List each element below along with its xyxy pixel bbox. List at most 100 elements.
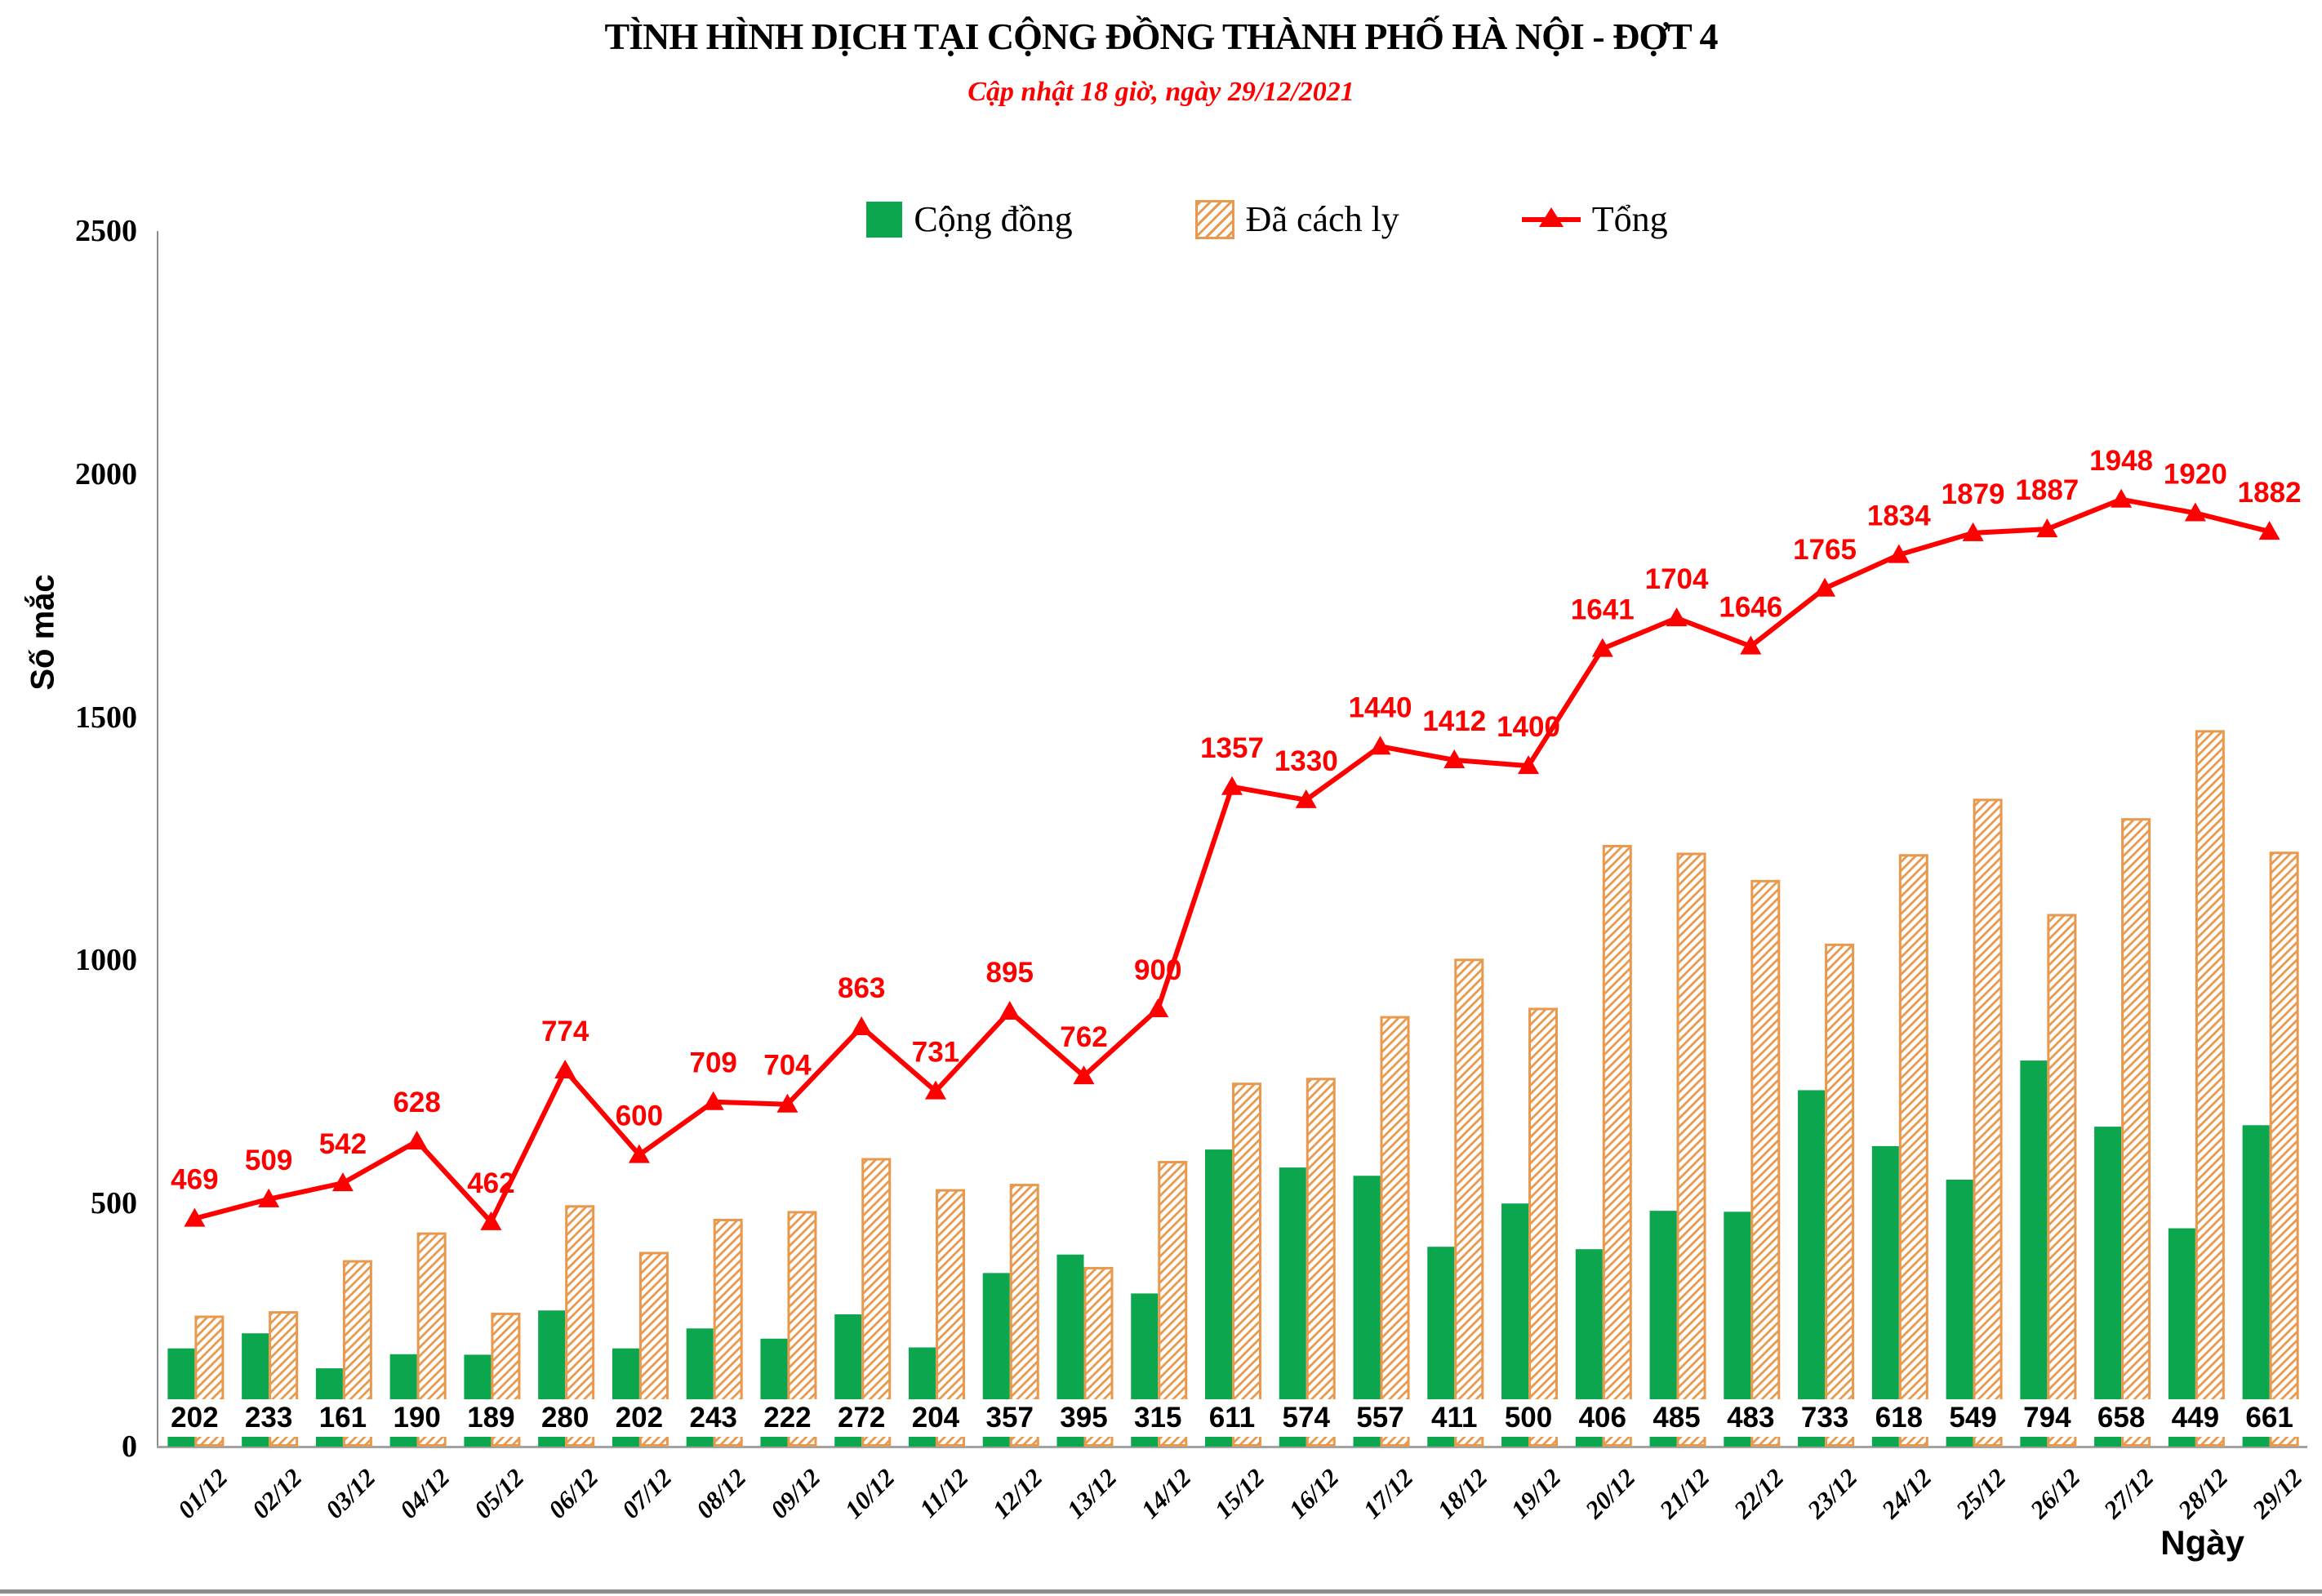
chart-legend: Cộng đồng Đã cách ly Tổng xyxy=(0,198,2322,240)
community-value-label: 395 xyxy=(1060,1402,1107,1434)
x-tick-label: 13/12 xyxy=(1061,1463,1123,1524)
y-axis-line xyxy=(157,231,158,1447)
community-value-box xyxy=(238,1399,299,1437)
community-value-label: 794 xyxy=(2023,1402,2071,1434)
x-tick-label: 25/12 xyxy=(1950,1463,2012,1524)
bar-quarantined xyxy=(2195,730,2225,1447)
community-value-box xyxy=(1572,1399,1633,1437)
community-value-label: 658 xyxy=(2097,1402,2145,1434)
bar-community xyxy=(2094,1127,2122,1447)
total-value-label: 895 xyxy=(986,957,1034,989)
x-tick-label: 29/12 xyxy=(2246,1463,2308,1524)
x-tick-label: 14/12 xyxy=(1135,1463,1196,1524)
community-value-label: 611 xyxy=(1209,1402,1255,1434)
total-marker xyxy=(258,1188,280,1207)
bar-quarantined xyxy=(861,1158,892,1447)
total-marker xyxy=(1295,789,1317,808)
total-marker xyxy=(2184,502,2206,522)
x-tick-label: 07/12 xyxy=(616,1463,678,1524)
community-value-label: 161 xyxy=(319,1402,367,1434)
total-marker xyxy=(480,1211,502,1230)
x-tick-label: 05/12 xyxy=(468,1463,530,1524)
community-value-label: 485 xyxy=(1653,1402,1700,1434)
x-tick-label: 26/12 xyxy=(2024,1463,2086,1524)
y-tick-label: 2500 xyxy=(75,214,137,248)
total-value-label: 900 xyxy=(1134,954,1181,986)
total-marker xyxy=(1666,607,1688,627)
community-value-box xyxy=(683,1399,744,1437)
bar-quarantined xyxy=(1676,852,1706,1447)
community-value-box xyxy=(1276,1399,1337,1437)
bar-community xyxy=(1205,1149,1232,1447)
bar-quarantined xyxy=(1898,854,1928,1447)
community-value-label: 483 xyxy=(1727,1402,1774,1434)
legend-item-da-cach-ly: Đã cách ly xyxy=(1194,198,1399,240)
x-tick-label: 03/12 xyxy=(319,1463,381,1524)
y-axis-title: Số mắc xyxy=(24,574,61,691)
community-value-label: 315 xyxy=(1134,1402,1181,1434)
plot-area: 202 233 161 190 189 280 202 243 222 272 204 357 395 3… xyxy=(164,445,2302,1447)
bar-quarantined xyxy=(1602,844,1632,1447)
total-marker xyxy=(776,1093,798,1113)
green-square-icon xyxy=(866,201,903,238)
total-marker xyxy=(1221,776,1243,795)
total-marker xyxy=(1814,577,1836,597)
total-value-label: 1948 xyxy=(2089,445,2153,477)
chart-subtitle: Cập nhật 18 giờ, ngày 29/12/2021 xyxy=(968,77,1354,107)
total-marker xyxy=(702,1091,724,1110)
total-value-label: 462 xyxy=(467,1167,514,1199)
chart-title: TÌNH HÌNH DỊCH TẠI CỘNG ĐỒNG THÀNH PHỐ H… xyxy=(604,16,1719,57)
x-tick-label: 23/12 xyxy=(1802,1463,1863,1524)
community-value-label: 661 xyxy=(2245,1402,2293,1434)
x-tick-label: 16/12 xyxy=(1283,1463,1345,1524)
community-value-box xyxy=(980,1399,1040,1437)
community-value-box xyxy=(1647,1399,1707,1437)
community-value-box xyxy=(1720,1399,1781,1437)
community-value-label: 449 xyxy=(2172,1402,2219,1434)
total-value-label: 1879 xyxy=(1942,478,2005,510)
community-value-box xyxy=(164,1399,225,1437)
x-tick-label: 24/12 xyxy=(1875,1463,1937,1524)
community-value-box xyxy=(2017,1399,2077,1437)
community-value-box xyxy=(1943,1399,2004,1437)
total-value-label: 709 xyxy=(689,1047,736,1079)
community-value-box xyxy=(1128,1399,1188,1437)
community-value-box xyxy=(609,1399,669,1437)
total-marker xyxy=(924,1080,946,1100)
total-line xyxy=(194,496,2271,1227)
bar-community xyxy=(2020,1060,2048,1447)
x-tick-label: 02/12 xyxy=(246,1463,307,1524)
community-value-box xyxy=(1795,1399,1855,1437)
x-tick-label: 20/12 xyxy=(1579,1463,1641,1524)
total-value-label: 1887 xyxy=(2015,474,2079,506)
total-marker xyxy=(1369,736,1391,755)
community-value-box xyxy=(905,1399,966,1437)
x-tick-label: 28/12 xyxy=(2172,1463,2234,1524)
red-line-triangle-icon xyxy=(1521,206,1581,233)
total-marker xyxy=(2111,488,2133,508)
total-value-label: 1440 xyxy=(1349,691,1412,723)
x-tick-label: 18/12 xyxy=(1431,1463,1493,1524)
community-value-label: 280 xyxy=(541,1402,589,1434)
community-value-label: 222 xyxy=(763,1402,811,1434)
total-marker xyxy=(1888,544,1910,563)
community-value-label: 411 xyxy=(1431,1402,1477,1434)
total-value-label: 1834 xyxy=(1867,500,1931,532)
total-marker xyxy=(1147,998,1169,1017)
total-value-label: 731 xyxy=(912,1037,959,1069)
y-tick-label: 2000 xyxy=(75,456,137,491)
community-value-label: 500 xyxy=(1505,1402,1552,1434)
total-value-label: 704 xyxy=(763,1050,812,1082)
total-value-label: 774 xyxy=(541,1016,589,1047)
community-value-label: 189 xyxy=(467,1402,514,1434)
y-tick-label: 1000 xyxy=(75,943,137,978)
community-value-label: 202 xyxy=(171,1402,218,1434)
total-marker xyxy=(1073,1065,1095,1085)
total-marker xyxy=(331,1172,354,1192)
community-value-label: 406 xyxy=(1579,1402,1626,1434)
total-value-label: 542 xyxy=(319,1128,367,1160)
total-value-label: 509 xyxy=(245,1145,292,1176)
community-value-box xyxy=(1498,1399,1559,1437)
x-tick-label: 09/12 xyxy=(764,1463,826,1524)
